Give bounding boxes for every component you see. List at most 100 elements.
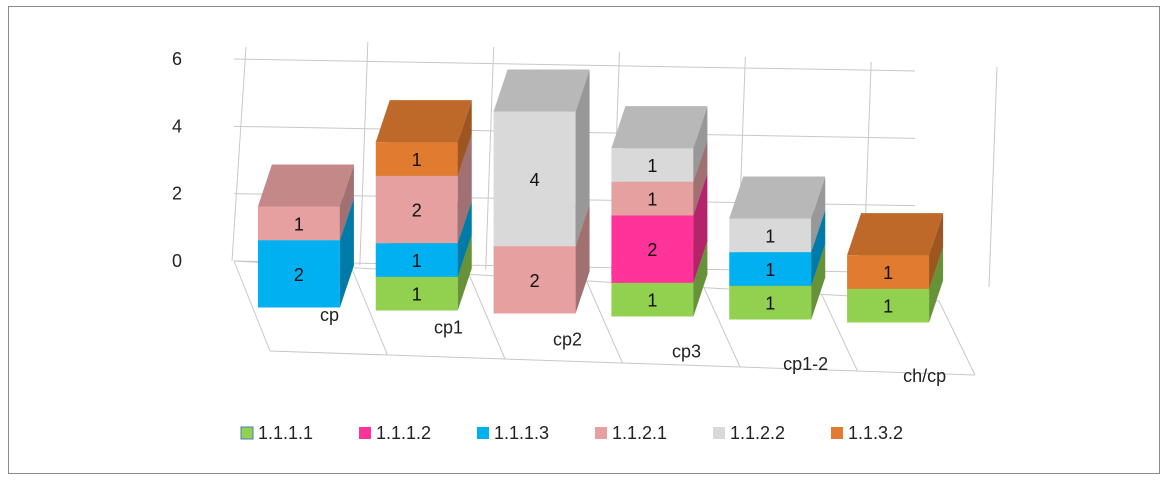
bar-data-label: 1 <box>294 214 304 234</box>
bar-segment-front <box>847 255 930 289</box>
bar-segment-front <box>375 243 458 277</box>
legend-item[interactable]: 1.1.1.2 <box>359 423 431 443</box>
bar-data-label: 1 <box>765 226 775 246</box>
bar-data-label: 1 <box>412 285 422 305</box>
bar-segment-side <box>929 246 944 323</box>
floor-category-divider <box>586 280 623 364</box>
bar-segment-side <box>693 173 708 283</box>
floor-category-divider <box>938 300 976 376</box>
bar-segment-side <box>575 204 590 314</box>
bar-segment-front <box>493 111 576 247</box>
bar-segment-side <box>339 164 354 241</box>
x-axis-categories: cp cp1 cp2 cp3 cp1-2 ch/cp <box>320 305 946 386</box>
bar-segment-front <box>611 282 694 317</box>
legend-swatch <box>359 427 371 439</box>
bar-segment-front <box>611 181 694 216</box>
floor-category-divider <box>468 274 506 360</box>
bar-segment-side <box>929 213 944 289</box>
legend-label: 1.1.1.3 <box>494 423 549 443</box>
bar-segment-front <box>375 276 458 311</box>
bar-data-label: 1 <box>883 263 893 283</box>
bar-stack-cp3: 1 2 1 1 <box>611 106 708 317</box>
bar-data-label: 1 <box>412 150 422 170</box>
bar-segment-side <box>457 234 472 311</box>
y-tick-label: 0 <box>172 251 182 271</box>
bar-segment-front <box>611 148 694 182</box>
bar-data-label: 1 <box>765 260 775 280</box>
bar-segment-front <box>729 252 812 286</box>
bar-segment-front <box>375 175 458 244</box>
legend-swatch <box>477 427 489 439</box>
bar-data-label: 4 <box>530 170 540 190</box>
bar-data-label: 2 <box>412 201 422 221</box>
floor-left-edge <box>233 260 271 352</box>
gridline-vertical <box>359 41 369 266</box>
y-tick-label: 4 <box>172 116 182 136</box>
gridline-vertical <box>485 46 495 270</box>
x-category-label: ch/cp <box>903 366 946 386</box>
legend-label: 1.1.2.1 <box>612 423 667 443</box>
bar-data-label: 2 <box>530 271 540 291</box>
legend-label: 1.1.3.2 <box>848 423 903 443</box>
x-category-label: cp2 <box>553 329 582 349</box>
bar-data-label: 2 <box>294 265 304 285</box>
bar-segment-front <box>729 285 812 320</box>
bar-segment-side <box>693 240 708 317</box>
bar-data-label: 2 <box>647 240 657 260</box>
wall-left-edge <box>231 46 247 262</box>
bar-segment-top <box>257 164 354 207</box>
bar-segment-front <box>847 288 930 323</box>
bar-segment-side <box>693 139 708 216</box>
bar-segment-side <box>575 69 590 247</box>
legend-label: 1.1.1.2 <box>376 423 431 443</box>
legend-item[interactable]: 1.1.2.1 <box>595 423 667 443</box>
legend-swatch <box>595 427 607 439</box>
legend-label: 1.1.1.1 <box>258 423 313 443</box>
bar-segment-top <box>611 106 708 149</box>
bar-stack-cp: 21 <box>257 164 354 308</box>
y-tick-label: 6 <box>172 49 182 69</box>
legend-item[interactable]: 1.1.1.1 <box>240 423 313 443</box>
x-category-label: cp1 <box>434 317 463 337</box>
bar-segment-front <box>729 218 812 253</box>
bar-segment-top <box>375 100 472 143</box>
bar-segment-side <box>457 100 472 176</box>
x-category-label: cp1-2 <box>783 354 828 374</box>
bar-data-label: 1 <box>647 190 657 210</box>
bar-segment-side <box>811 176 826 253</box>
bar-segment-side <box>811 210 826 286</box>
bar-segment-side <box>693 106 708 182</box>
bar-segment-side <box>339 198 354 308</box>
x-category-label: cp3 <box>672 342 701 362</box>
bar-segment-front <box>493 246 576 314</box>
bar-stack-ch/cp: 11 <box>847 213 944 323</box>
floor-category-divider <box>703 287 741 368</box>
floor-category-divider <box>821 294 858 372</box>
bar-segment-side <box>457 201 472 277</box>
chart-legend: 1.1.1.1 1.1.1.2 1.1.1.3 1.1.2.1 1.1.2.2 1.1.3… <box>240 423 903 443</box>
x-category-label: cp <box>320 305 339 325</box>
bar-data-label: 1 <box>412 251 422 271</box>
legend-item[interactable]: 1.1.1.3 <box>477 423 549 443</box>
legend-item[interactable]: 1.1.3.2 <box>831 423 903 443</box>
bar-segment-front <box>257 206 340 241</box>
bar-segment-top <box>493 69 590 112</box>
legend-swatch <box>240 426 254 440</box>
bar-segment-front <box>375 142 458 176</box>
gridline-horizontal <box>233 58 916 72</box>
legend-label: 1.1.2.2 <box>730 423 785 443</box>
gridline-vertical <box>988 66 998 288</box>
bar-data-label: 1 <box>765 294 775 314</box>
bar-data-label: 1 <box>647 156 657 176</box>
legend-item[interactable]: 1.1.2.2 <box>713 423 785 443</box>
bar-segment-top <box>729 176 826 219</box>
bar-stack-cp1: 1 1 2 1 <box>375 100 472 311</box>
bar-data-label: 1 <box>883 297 893 317</box>
bar-segment-front <box>257 240 340 308</box>
bar-stack-cp2: 24 <box>493 69 590 314</box>
y-axis-ticks: 0 2 4 6 <box>172 49 182 271</box>
bar-data-label: 1 <box>647 291 657 311</box>
